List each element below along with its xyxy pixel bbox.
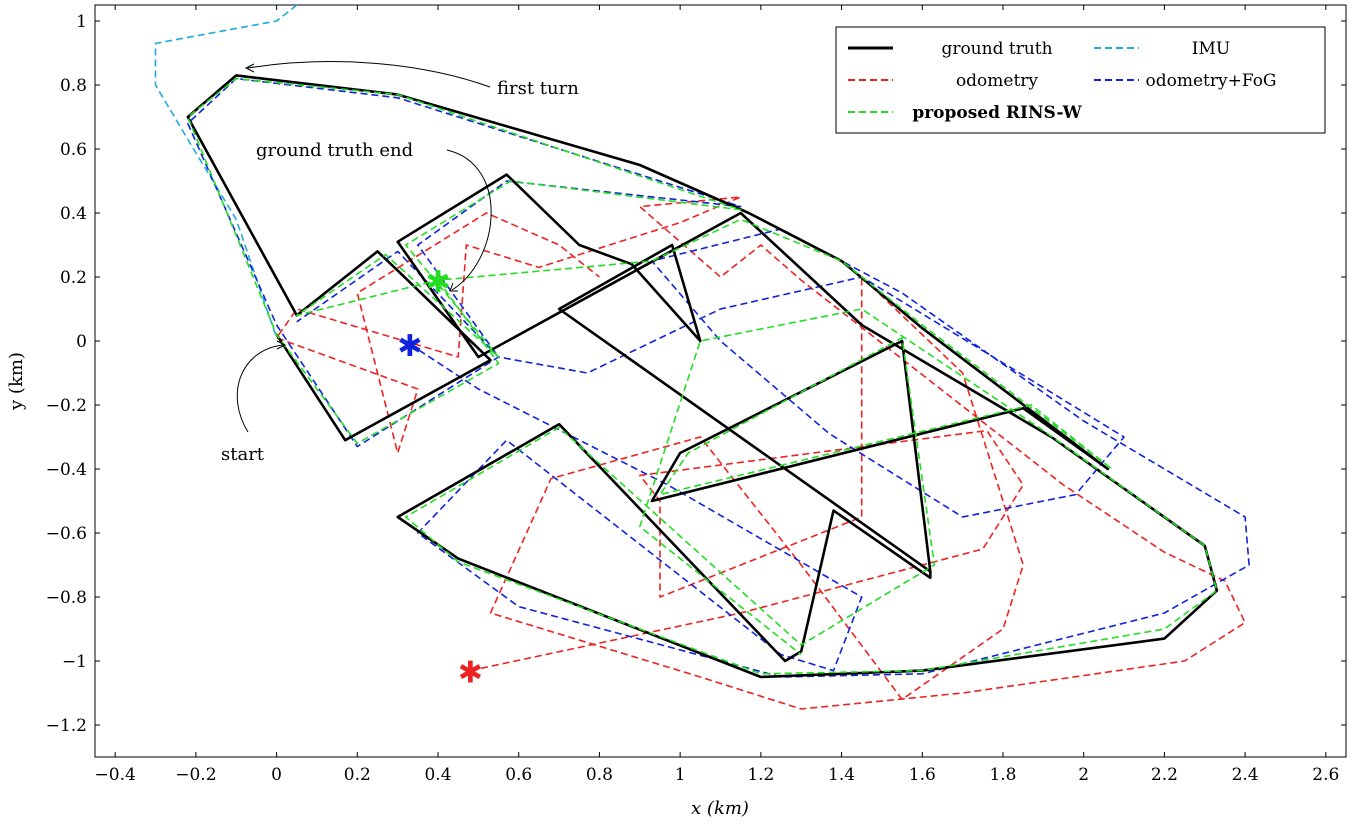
x-axis-label: x (km)	[691, 798, 749, 819]
x-tick-label: 2.2	[1151, 765, 1178, 785]
series-markers: ✱✱✱	[397, 265, 483, 690]
series-line-odometry-fog	[187, 77, 1250, 678]
legend-label-odometry-fog: odometry+FoG	[1145, 71, 1276, 91]
y-axis-label: y (km)	[6, 352, 27, 411]
y-tick-label: 1	[76, 12, 87, 32]
series-line-ground-truth	[186, 74, 1219, 679]
y-tick-label: 0.2	[60, 268, 87, 288]
y-tick-label: −0.2	[46, 396, 87, 416]
annotation-arrow-first-turn	[247, 61, 491, 88]
x-tick-label: 1.2	[747, 765, 774, 785]
y-tick-label: 0	[76, 332, 87, 352]
annotation-ground-truth-end: ground truth end	[256, 140, 492, 292]
legend-box	[835, 26, 1326, 134]
series-lines	[154, 4, 1250, 710]
x-tick-label: 0.6	[505, 765, 532, 785]
x-tick-label: −0.4	[95, 765, 136, 785]
legend-label-ground-truth: ground truth	[941, 39, 1052, 59]
end-marker-odometry: ✱	[458, 656, 483, 691]
annotation-start: start	[221, 340, 287, 465]
end-marker-odometry-fog: ✱	[397, 329, 422, 364]
legend-label-imu: IMU	[1192, 39, 1230, 59]
plot-frame	[94, 4, 1347, 758]
x-tick-label: 0.4	[424, 765, 451, 785]
x-tick-label: 1	[675, 765, 686, 785]
x-tick-label: −0.2	[175, 765, 216, 785]
annotation-first-turn: first turn	[244, 61, 579, 99]
annotation-arrow-ground-truth-end	[446, 149, 492, 291]
series-line-imu	[154, 4, 298, 339]
legend-label-rins-w: proposed RINS-W	[912, 103, 1082, 123]
legend: ground truth IMU odometry odometry+FoG p…	[835, 26, 1326, 134]
x-tick-label: 0.2	[344, 765, 371, 785]
series-line-proposed-rins-w	[187, 77, 1218, 675]
annotation-ground-truth-end-label: ground truth end	[256, 140, 413, 161]
x-tick-label: 1.8	[989, 765, 1016, 785]
x-tick-label: 2.4	[1232, 765, 1259, 785]
y-tick-label: 0.8	[60, 76, 87, 96]
y-tick-label: 0.4	[60, 204, 87, 224]
annotation-arrow-start	[236, 344, 284, 433]
annotation-first-turn-label: first turn	[497, 78, 579, 99]
y-tick-label: −0.4	[46, 460, 87, 480]
y-tick-label: −1.2	[46, 716, 87, 736]
end-marker-proposed-rins-w: ✱	[425, 265, 450, 300]
x-tick-label: 0.8	[586, 765, 613, 785]
y-tick-label: 0.6	[60, 140, 87, 160]
x-tick-label: 0	[271, 765, 282, 785]
axis-ticks: −0.4 −0.2 0 0.2 0.4 0.6 0.8 1 1.2 1.4 1.6 1.8 2 2.2 2.…	[46, 5, 1346, 785]
y-tick-label: −0.8	[46, 588, 87, 608]
x-tick-label: 1.4	[828, 765, 855, 785]
x-tick-label: 1.6	[909, 765, 936, 785]
arrowhead-ground-truth-end	[449, 282, 458, 292]
annotation-start-label: start	[221, 444, 265, 465]
arrowhead-first-turn	[244, 63, 255, 73]
y-tick-label: −0.6	[46, 524, 87, 544]
x-tick-label: 2	[1078, 765, 1089, 785]
legend-label-odometry: odometry	[956, 71, 1038, 91]
y-tick-label: −1	[62, 652, 87, 672]
series-line-odometry	[275, 196, 1246, 710]
arrowhead-start	[276, 340, 287, 350]
x-tick-label: 2.6	[1312, 765, 1339, 785]
